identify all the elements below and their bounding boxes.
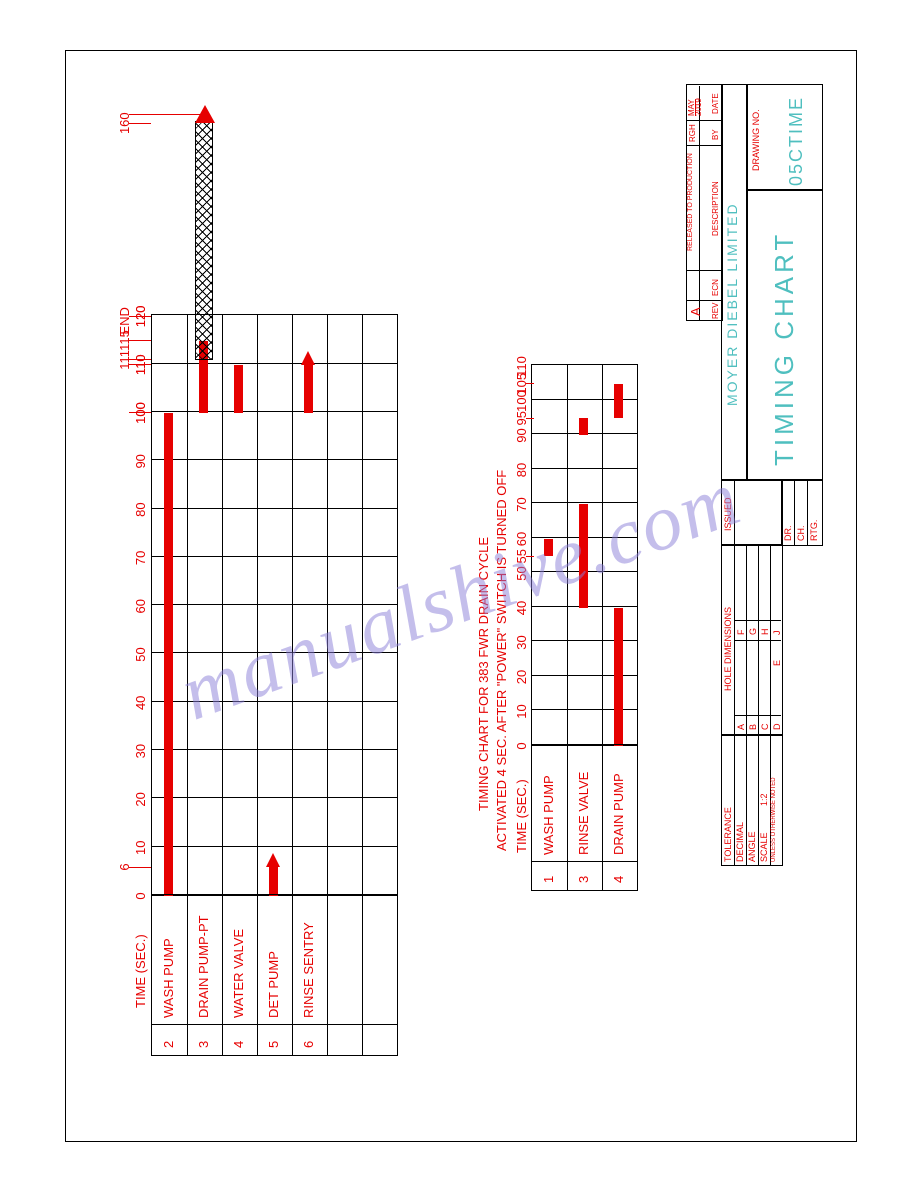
chart1-bar	[269, 867, 278, 896]
chart2-bar	[579, 418, 588, 435]
hj: J	[772, 631, 782, 636]
date-label: DATE	[711, 93, 720, 114]
chart1-tick: 0	[133, 892, 148, 899]
chart2-time-label: TIME (SEC.)	[514, 779, 529, 853]
arrow-icon	[301, 351, 315, 365]
leader-line	[129, 413, 151, 414]
chart2-title1: TIMING CHART FOR 383 FWR DRAIN CYCLE	[476, 537, 491, 811]
chart1-tick: 40	[133, 696, 148, 710]
leader-line	[129, 359, 151, 360]
chart1-bar	[234, 365, 243, 413]
ecn-label: ECN	[711, 279, 720, 296]
leader-line	[129, 316, 151, 317]
chart1-bar	[304, 365, 313, 413]
chart2-tick: 70	[514, 497, 529, 511]
hh: H	[760, 629, 770, 636]
leader-line	[129, 340, 151, 341]
scale-label: SCALE	[759, 832, 769, 862]
chart2-bar	[614, 608, 623, 746]
drawing-content: 0102030405060708090100110120TIME (SEC.)6…	[81, 66, 841, 1126]
y19: 2019	[694, 98, 703, 116]
finenote: UNLESS OTHERWISE NOTED	[771, 777, 777, 862]
title: TIMING CHART	[769, 231, 800, 466]
chart1-time-label: TIME (SEC.)	[133, 934, 148, 1008]
chart2-bar	[579, 505, 588, 609]
title-block: TOLERANCE DECIMAL ANGLE SCALE 1:2 UNLESS…	[721, 86, 831, 866]
leader-line	[526, 556, 534, 557]
leader-line	[129, 867, 151, 868]
arrow-icon	[266, 853, 280, 867]
chart2-tick: 30	[514, 635, 529, 649]
chart1-label-box	[151, 894, 398, 1056]
company: MOYER DIEBEL LIMITED	[724, 202, 740, 406]
leader-line	[129, 114, 204, 115]
desc-label: DESCRIPTION	[711, 181, 720, 236]
ha: A	[736, 724, 746, 730]
chart1-tick: 20	[133, 792, 148, 806]
chart2-tick: 10	[514, 704, 529, 718]
decimal-label: DECIMAL	[735, 822, 745, 862]
chart2-label-box	[531, 744, 638, 891]
timing-chart-1: 0102030405060708090100110120TIME (SEC.)6…	[121, 296, 401, 1056]
chart2-tick: 0	[514, 742, 529, 749]
leader-line	[526, 418, 534, 419]
chart1-end-label: END	[117, 307, 132, 334]
chart2-tick: 50	[514, 566, 529, 580]
hb: B	[748, 724, 758, 730]
chart1-tick: 60	[133, 599, 148, 613]
hd: D	[772, 724, 782, 731]
chart1-tick: 50	[133, 647, 148, 661]
dwgno: 05CTIME	[786, 96, 807, 186]
chart1-tick: 70	[133, 551, 148, 565]
chart1-tick: 90	[133, 454, 148, 468]
chart1-tick: 30	[133, 744, 148, 758]
chart2-tick: 20	[514, 670, 529, 684]
chart1-tick: 10	[133, 840, 148, 854]
released: RELEASED TO PRODUCTION	[687, 153, 694, 251]
chart2-tick: 90	[514, 428, 529, 442]
ch: CH.	[796, 526, 806, 542]
he: E	[772, 660, 782, 666]
chart2-bar	[614, 384, 623, 419]
chart2-tick: 60	[514, 532, 529, 546]
hc: C	[760, 724, 770, 731]
rgh: RGH	[688, 124, 697, 142]
leader-line	[129, 364, 151, 365]
chart1-tick: 80	[133, 502, 148, 516]
hf: F	[736, 630, 746, 636]
rev-a: A	[688, 307, 703, 316]
dr: DR.	[783, 526, 793, 542]
angle-label: ANGLE	[747, 831, 757, 862]
timing-chart-2: TIMING CHART FOR 383 FWR DRAIN CYCLE ACT…	[476, 351, 666, 891]
leader-line	[129, 123, 151, 124]
hatch-region	[195, 121, 213, 360]
issued-label: ISSUED	[723, 497, 733, 531]
chart1-bar	[164, 413, 173, 896]
tolerance-label: TOLERANCE	[723, 807, 733, 862]
chart2-tick: 80	[514, 463, 529, 477]
rtg: RTG.	[809, 520, 819, 541]
chart2-bar	[544, 539, 553, 556]
hg: G	[748, 628, 758, 635]
leader-line	[526, 383, 534, 384]
rev-label: REV	[711, 303, 720, 319]
drawing-page: 0102030405060708090100110120TIME (SEC.)6…	[65, 50, 857, 1142]
chart2-title2: ACTIVATED 4 SEC. AFTER "POWER" SWITCH IS…	[494, 470, 509, 851]
chart2-tick: 40	[514, 601, 529, 615]
holes-label: HOLE DIMENSIONS	[723, 607, 733, 691]
dwgno-label: DRAWING NO.	[751, 109, 761, 171]
by-label: BY	[711, 129, 720, 140]
chart1-grid	[151, 314, 398, 896]
scale-value: 1:2	[759, 793, 769, 806]
